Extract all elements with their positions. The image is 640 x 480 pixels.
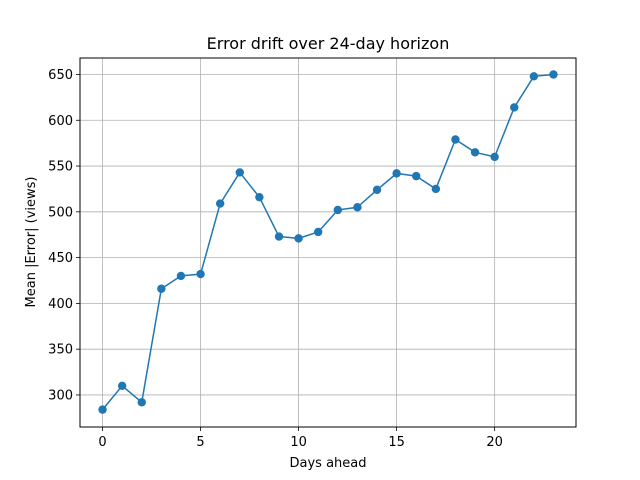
y-axis-label: Mean |Error| (views)	[24, 177, 39, 308]
y-tick-label: 350	[48, 343, 73, 358]
y-tick-label: 500	[48, 205, 73, 220]
data-point	[510, 103, 519, 112]
axes: 0 5 10 15 20 300 350 400 450 500 550 600 650	[48, 68, 503, 450]
y-tick-label: 600	[48, 114, 73, 129]
data-point	[294, 234, 303, 243]
x-tick-label: 10	[290, 435, 307, 450]
data-point	[372, 185, 382, 195]
data-point	[157, 284, 166, 293]
data-point	[235, 168, 244, 177]
data-point	[412, 171, 421, 181]
data-point	[196, 269, 205, 279]
data-point	[274, 232, 284, 241]
y-tick-label: 550	[48, 160, 73, 175]
data-point	[137, 398, 146, 407]
x-tick-label: 15	[388, 435, 405, 450]
chart-title: Error drift over 24-day horizon	[207, 34, 450, 53]
y-tick-label: 450	[48, 251, 73, 266]
data-point	[490, 152, 499, 162]
data-point	[392, 169, 401, 178]
data-point	[431, 184, 441, 194]
x-tick-label: 20	[486, 435, 503, 450]
data-point	[176, 271, 186, 281]
series	[98, 70, 558, 414]
data-point	[314, 227, 323, 237]
data-point	[98, 405, 107, 414]
data-point	[117, 381, 127, 390]
data-point	[255, 192, 264, 202]
data-point	[333, 205, 342, 215]
plot-area-frame	[79, 57, 577, 428]
data-point	[470, 148, 480, 157]
data-point	[451, 135, 460, 144]
data-point	[549, 70, 558, 79]
y-tick-label: 400	[48, 297, 73, 312]
grid	[80, 58, 576, 427]
y-tick-label: 300	[48, 388, 73, 403]
x-tick-label: 5	[196, 435, 204, 450]
x-tick-label: 0	[98, 435, 106, 450]
data-point	[529, 72, 539, 81]
x-axis-label: Days ahead	[290, 456, 367, 471]
data-point	[353, 203, 362, 212]
y-tick-label: 650	[48, 68, 73, 83]
data-point	[215, 199, 225, 208]
